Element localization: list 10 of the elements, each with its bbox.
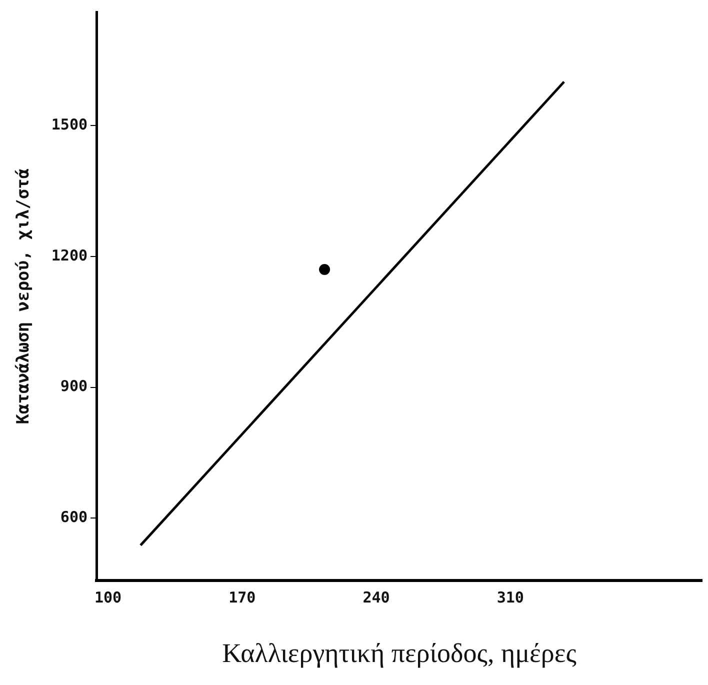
- y-tick-label: 600: [60, 508, 88, 526]
- x-tick-label: 240: [362, 588, 390, 606]
- x-tick-label: 170: [228, 588, 256, 606]
- y-axis-title: Κατανάλωση νερού, χιλ/στά: [14, 168, 34, 424]
- y-tick-label: 1200: [51, 246, 88, 264]
- x-tick-label: 100: [94, 588, 122, 606]
- y-tick-label: 1500: [51, 115, 88, 134]
- y-tick-label: 900: [60, 377, 88, 396]
- x-axis-title: Καλλιεργητική περίοδος, ημέρες: [222, 638, 577, 668]
- x-tick-label: 310: [496, 588, 524, 606]
